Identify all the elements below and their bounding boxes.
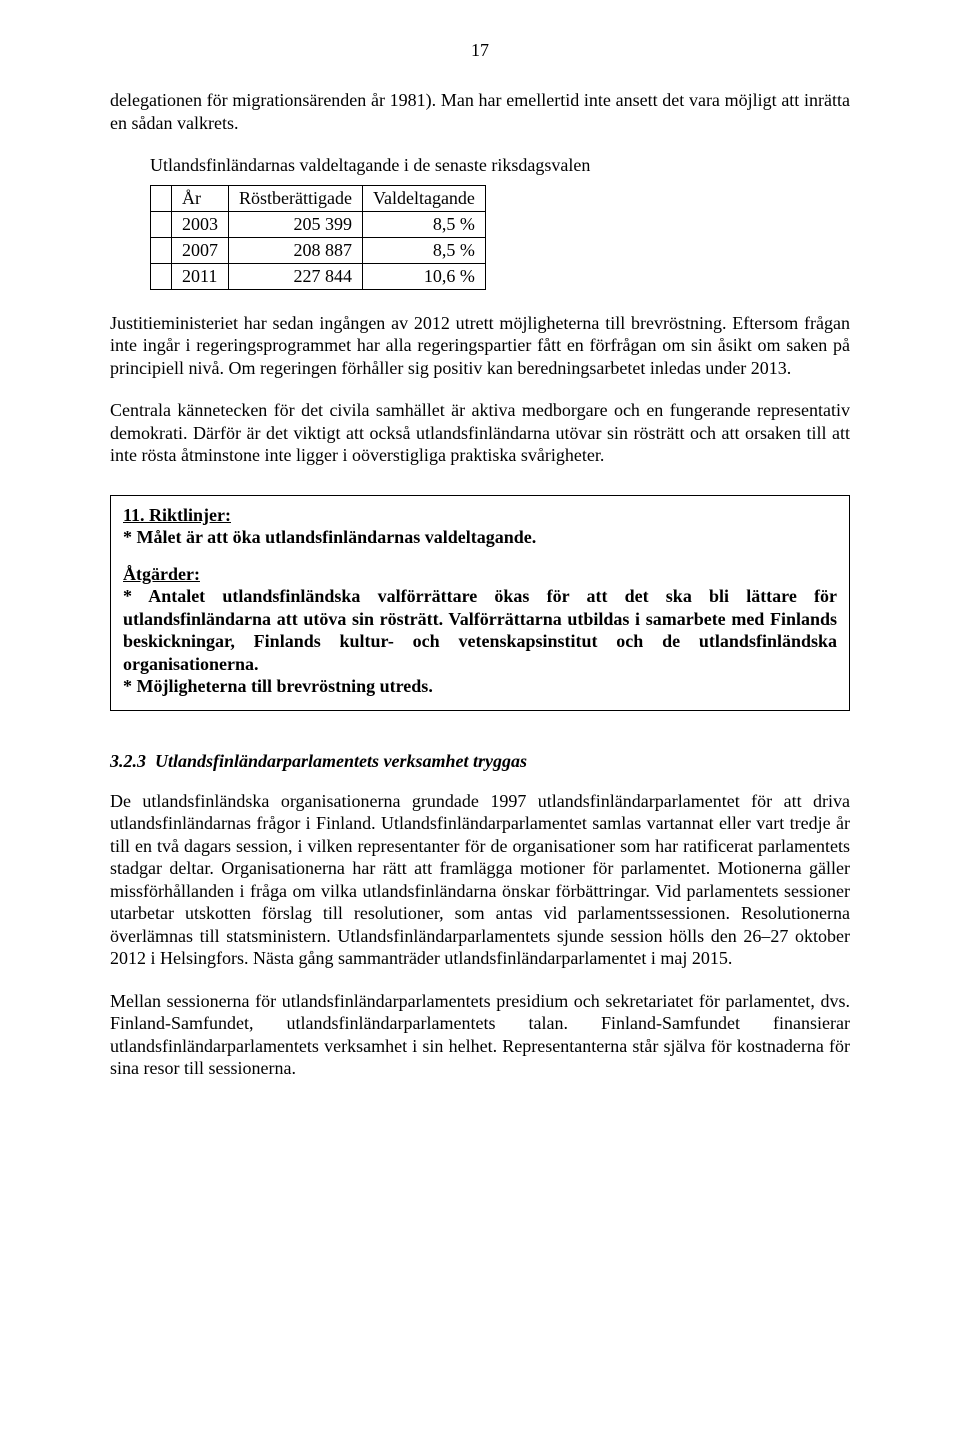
cell-turnout: 10,6 % xyxy=(362,263,485,289)
table-row: 2011 227 844 10,6 % xyxy=(151,263,486,289)
cell-eligible: 227 844 xyxy=(229,263,363,289)
table-section: Utlandsfinländarnas valdeltagande i de s… xyxy=(110,154,850,290)
col-turnout: Valdeltagande xyxy=(362,185,485,211)
table-intro: Utlandsfinländarnas valdeltagande i de s… xyxy=(150,154,850,177)
cell-blank xyxy=(151,263,172,289)
actions-text1: * Antalet utlandsfinländska valförrättar… xyxy=(123,586,837,674)
cell-year: 2011 xyxy=(172,263,229,289)
section-title: Utlandsfinländarparlamentets verksamhet … xyxy=(155,751,527,771)
cell-blank xyxy=(151,211,172,237)
paragraph-1: delegationen för migrationsärenden år 19… xyxy=(110,89,850,134)
paragraph-2: Justitieministeriet har sedan ingången a… xyxy=(110,312,850,380)
paragraph-4: De utlandsfinländska organisationerna gr… xyxy=(110,790,850,970)
guidelines-heading-text: 11. Riktlinjer: xyxy=(123,505,231,525)
cell-blank xyxy=(151,237,172,263)
cell-year: 2003 xyxy=(172,211,229,237)
actions-text2: * Möjligheterna till brevröstning utreds… xyxy=(123,676,433,696)
table-row: 2007 208 887 8,5 % xyxy=(151,237,486,263)
page-number: 17 xyxy=(110,40,850,61)
guidelines-heading: 11. Riktlinjer: * Målet är att öka utlan… xyxy=(123,504,837,549)
cell-eligible: 208 887 xyxy=(229,237,363,263)
vote-table: År Röstberättigade Valdeltagande 2003 20… xyxy=(150,185,486,290)
col-year: År xyxy=(172,185,229,211)
table-row: 2003 205 399 8,5 % xyxy=(151,211,486,237)
page: 17 delegationen för migrationsärenden år… xyxy=(0,0,960,1452)
cell-eligible: 205 399 xyxy=(229,211,363,237)
section-number: 3.2.3 xyxy=(110,751,146,771)
cell-year: 2007 xyxy=(172,237,229,263)
section-heading: 3.2.3 Utlandsfinländarparlamentets verks… xyxy=(110,751,850,772)
paragraph-5: Mellan sessionerna för utlandsfinländarp… xyxy=(110,990,850,1080)
col-eligible: Röstberättigade xyxy=(229,185,363,211)
col-blank xyxy=(151,185,172,211)
actions-label: Åtgärder: xyxy=(123,564,200,584)
cell-turnout: 8,5 % xyxy=(362,211,485,237)
cell-turnout: 8,5 % xyxy=(362,237,485,263)
actions-block: Åtgärder: * Antalet utlandsfinländska va… xyxy=(123,563,837,698)
table-header-row: År Röstberättigade Valdeltagande xyxy=(151,185,486,211)
paragraph-3: Centrala kännetecken för det civila samh… xyxy=(110,399,850,467)
guidelines-box: 11. Riktlinjer: * Målet är att öka utlan… xyxy=(110,495,850,711)
guidelines-line1: * Målet är att öka utlandsfinländarnas v… xyxy=(123,527,536,547)
